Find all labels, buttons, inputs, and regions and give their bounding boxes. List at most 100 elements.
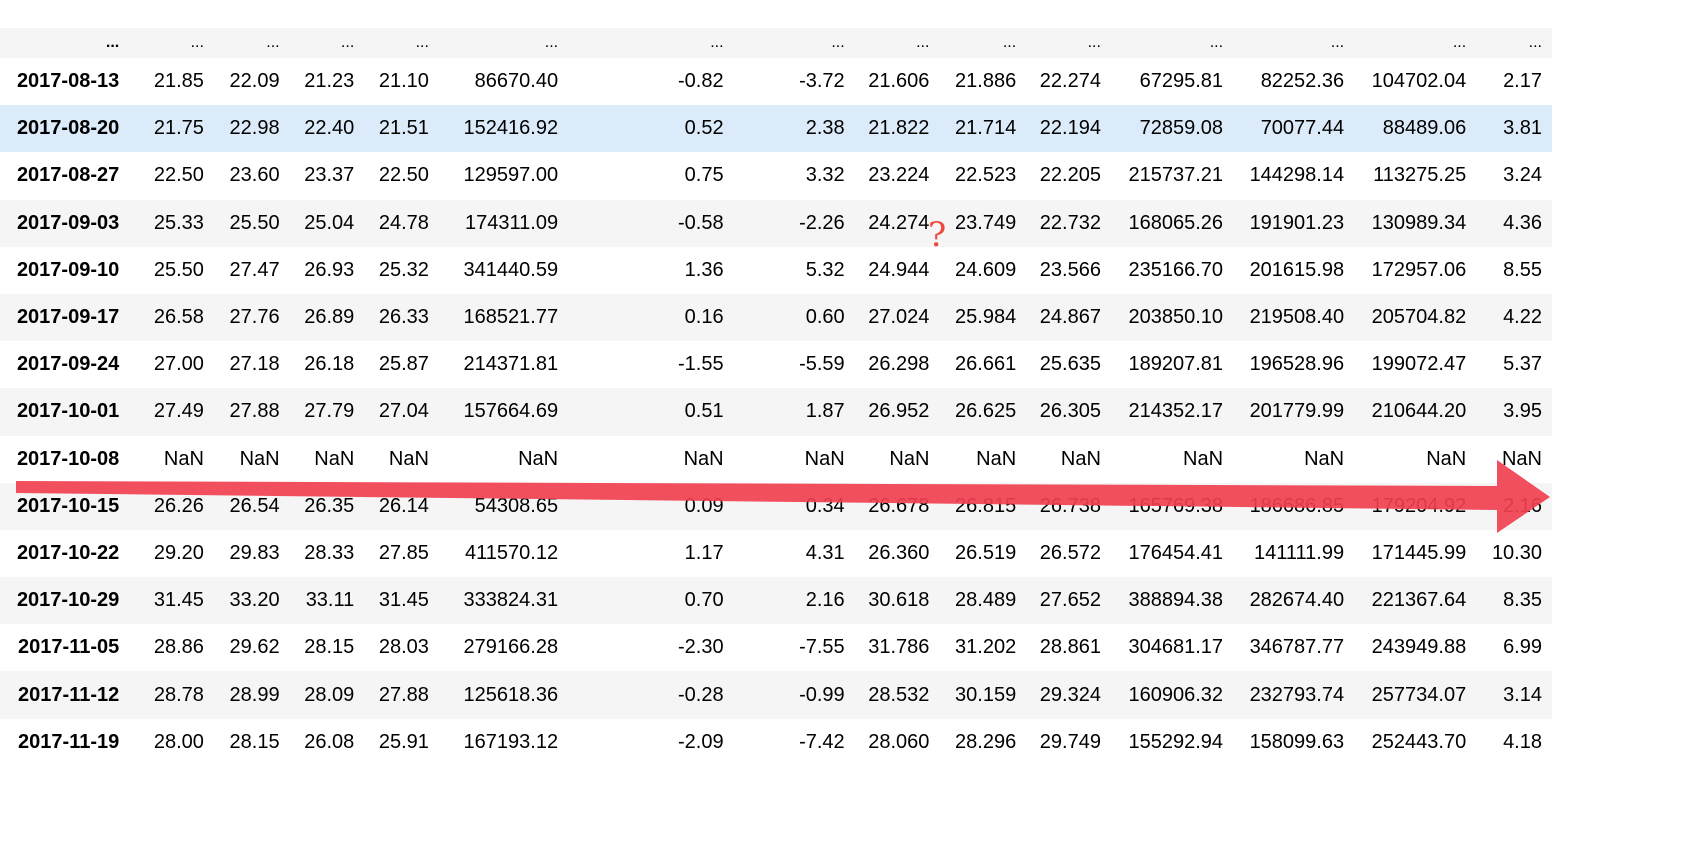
table-cell: 26.952: [868, 400, 930, 423]
ellipsis-cell: ...: [415, 34, 429, 51]
table-cell: -2.09: [677, 730, 724, 753]
table-cell: 3.81: [1503, 117, 1542, 140]
ellipsis-cell: ...: [1452, 34, 1467, 51]
table-row: 2017-08-27 22.50 23.60 23.37 22.50 129597.00 0…: [0, 152, 1552, 200]
table-cell: 27.024: [868, 306, 930, 329]
row-index-date: 2017-10-29: [16, 589, 120, 612]
table-cell: 104702.04: [1371, 70, 1467, 93]
table-cell: 214371.81: [463, 353, 559, 376]
table-cell: 25.04: [304, 211, 355, 234]
table-cell: 6.99: [1503, 636, 1542, 659]
table-cell: 28.78: [153, 683, 204, 706]
table-cell: NaN: [804, 447, 845, 470]
table-cell: 27.79: [304, 400, 355, 423]
row-index-date: 2017-10-22: [16, 541, 120, 564]
table-cell: 23.224: [868, 164, 930, 187]
table-cell: 219508.40: [1249, 306, 1345, 329]
ellipsis-cell: ...: [1002, 34, 1017, 51]
table-cell: 30.159: [955, 683, 1017, 706]
table-cell: 28.09: [304, 683, 355, 706]
table-cell: 141111.99: [1254, 541, 1345, 564]
table-cell: 27.88: [378, 683, 429, 706]
table-cell: 24.944: [868, 258, 930, 281]
table-cell: 27.47: [229, 258, 280, 281]
table-row: 2017-11-12 28.78 28.99 28.09 27.88 125618.36 -…: [0, 671, 1552, 719]
table-cell: 27.76: [229, 306, 280, 329]
table-row: 2017-10-08 NaN NaN NaN NaN NaN NaN NaN NaN NaN NaN…: [0, 435, 1552, 483]
table-cell: 201615.98: [1249, 258, 1345, 281]
row-index-date: 2017-08-13: [16, 70, 120, 93]
table-cell: 1.36: [684, 258, 724, 281]
row-index-date: 2017-11-05: [18, 636, 120, 659]
table-cell: 29.62: [229, 636, 280, 659]
table-row: 2017-09-03 25.33 25.50 25.04 24.78 174311.09 -…: [0, 199, 1552, 247]
table-cell: NaN: [388, 447, 429, 470]
table-cell: 27.04: [378, 400, 429, 423]
table-cell: 196528.96: [1249, 353, 1345, 376]
table-cell: 70077.44: [1260, 117, 1345, 140]
ellipsis-index-cell: ...: [105, 34, 120, 51]
table-cell: 23.566: [1039, 258, 1101, 281]
table-cell: NaN: [683, 447, 724, 470]
table-cell: 28.489: [955, 589, 1017, 612]
table-cell: 0.70: [684, 589, 724, 612]
table-cell: NaN: [163, 447, 204, 470]
table-cell: 22.274: [1039, 70, 1101, 93]
table-cell: 4.31: [805, 541, 845, 564]
table-cell: NaN: [518, 447, 559, 470]
ellipsis-cell: ...: [831, 34, 845, 51]
table-cell: 22.205: [1039, 164, 1101, 187]
table-cell: 25.33: [153, 211, 204, 234]
table-cell: 5.37: [1503, 353, 1542, 376]
table-cell: 28.296: [955, 730, 1017, 753]
table-cell: 346787.77: [1249, 636, 1345, 659]
table-cell: 205704.82: [1371, 306, 1467, 329]
row-index-date: 2017-11-12: [18, 683, 120, 706]
table-cell: 25.50: [153, 258, 204, 281]
table-cell: 24.274: [868, 211, 930, 234]
table-cell: -2.30: [677, 636, 724, 659]
table-row: 2017-11-05 28.86 29.62 28.15 28.03 279166.28 -…: [0, 624, 1552, 672]
table-cell: 252443.70: [1371, 730, 1467, 753]
table-cell: 23.749: [955, 211, 1017, 234]
table-cell: 26.661: [955, 353, 1017, 376]
table-cell: 22.732: [1039, 211, 1101, 234]
table-cell: 215737.21: [1128, 164, 1224, 187]
ellipsis-cell: ...: [1330, 34, 1345, 51]
table-cell: 2.38: [805, 117, 845, 140]
table-cell: 28.86: [153, 636, 204, 659]
table-cell: 28.532: [868, 683, 930, 706]
table-cell: 26.625: [955, 400, 1017, 423]
ellipsis-cell: ...: [1528, 34, 1542, 51]
table-cell: 411570.12: [465, 541, 559, 564]
table-cell: 33.11: [305, 589, 355, 612]
table-cell: 26.93: [304, 258, 355, 281]
table-cell: 27.85: [378, 541, 429, 564]
table-cell: NaN: [1183, 447, 1224, 470]
table-cell: 26.360: [868, 541, 930, 564]
table-cell: 21.10: [378, 70, 429, 93]
table-cell: 26.738: [1039, 494, 1101, 517]
table-cell: 31.202: [955, 636, 1017, 659]
table-cell: 3.32: [805, 164, 845, 187]
table-cell: 210644.20: [1371, 400, 1467, 423]
table-cell: -2.26: [799, 211, 845, 234]
table-cell: 21.886: [955, 70, 1017, 93]
table-cell: 28.15: [304, 636, 355, 659]
row-index-date: 2017-09-24: [16, 353, 120, 376]
table-cell: 174311.09: [465, 211, 559, 234]
table-cell: 27.88: [229, 400, 280, 423]
table-cell: 388894.38: [1128, 589, 1224, 612]
table-cell: 22.09: [229, 70, 280, 93]
ellipsis-cell: ...: [266, 34, 280, 51]
table-cell: 4.22: [1503, 306, 1542, 329]
table-cell: 26.298: [868, 353, 930, 376]
table-cell: 82252.36: [1260, 70, 1345, 93]
table-cell: 235166.70: [1128, 258, 1224, 281]
table-cell: 26.08: [304, 730, 355, 753]
table-cell: 155292.94: [1128, 730, 1224, 753]
table-cell: 28.060: [868, 730, 930, 753]
table-row: 2017-10-22 29.20 29.83 28.33 27.85 411570.12 1…: [0, 529, 1552, 578]
table-cell: 243949.88: [1371, 636, 1467, 659]
